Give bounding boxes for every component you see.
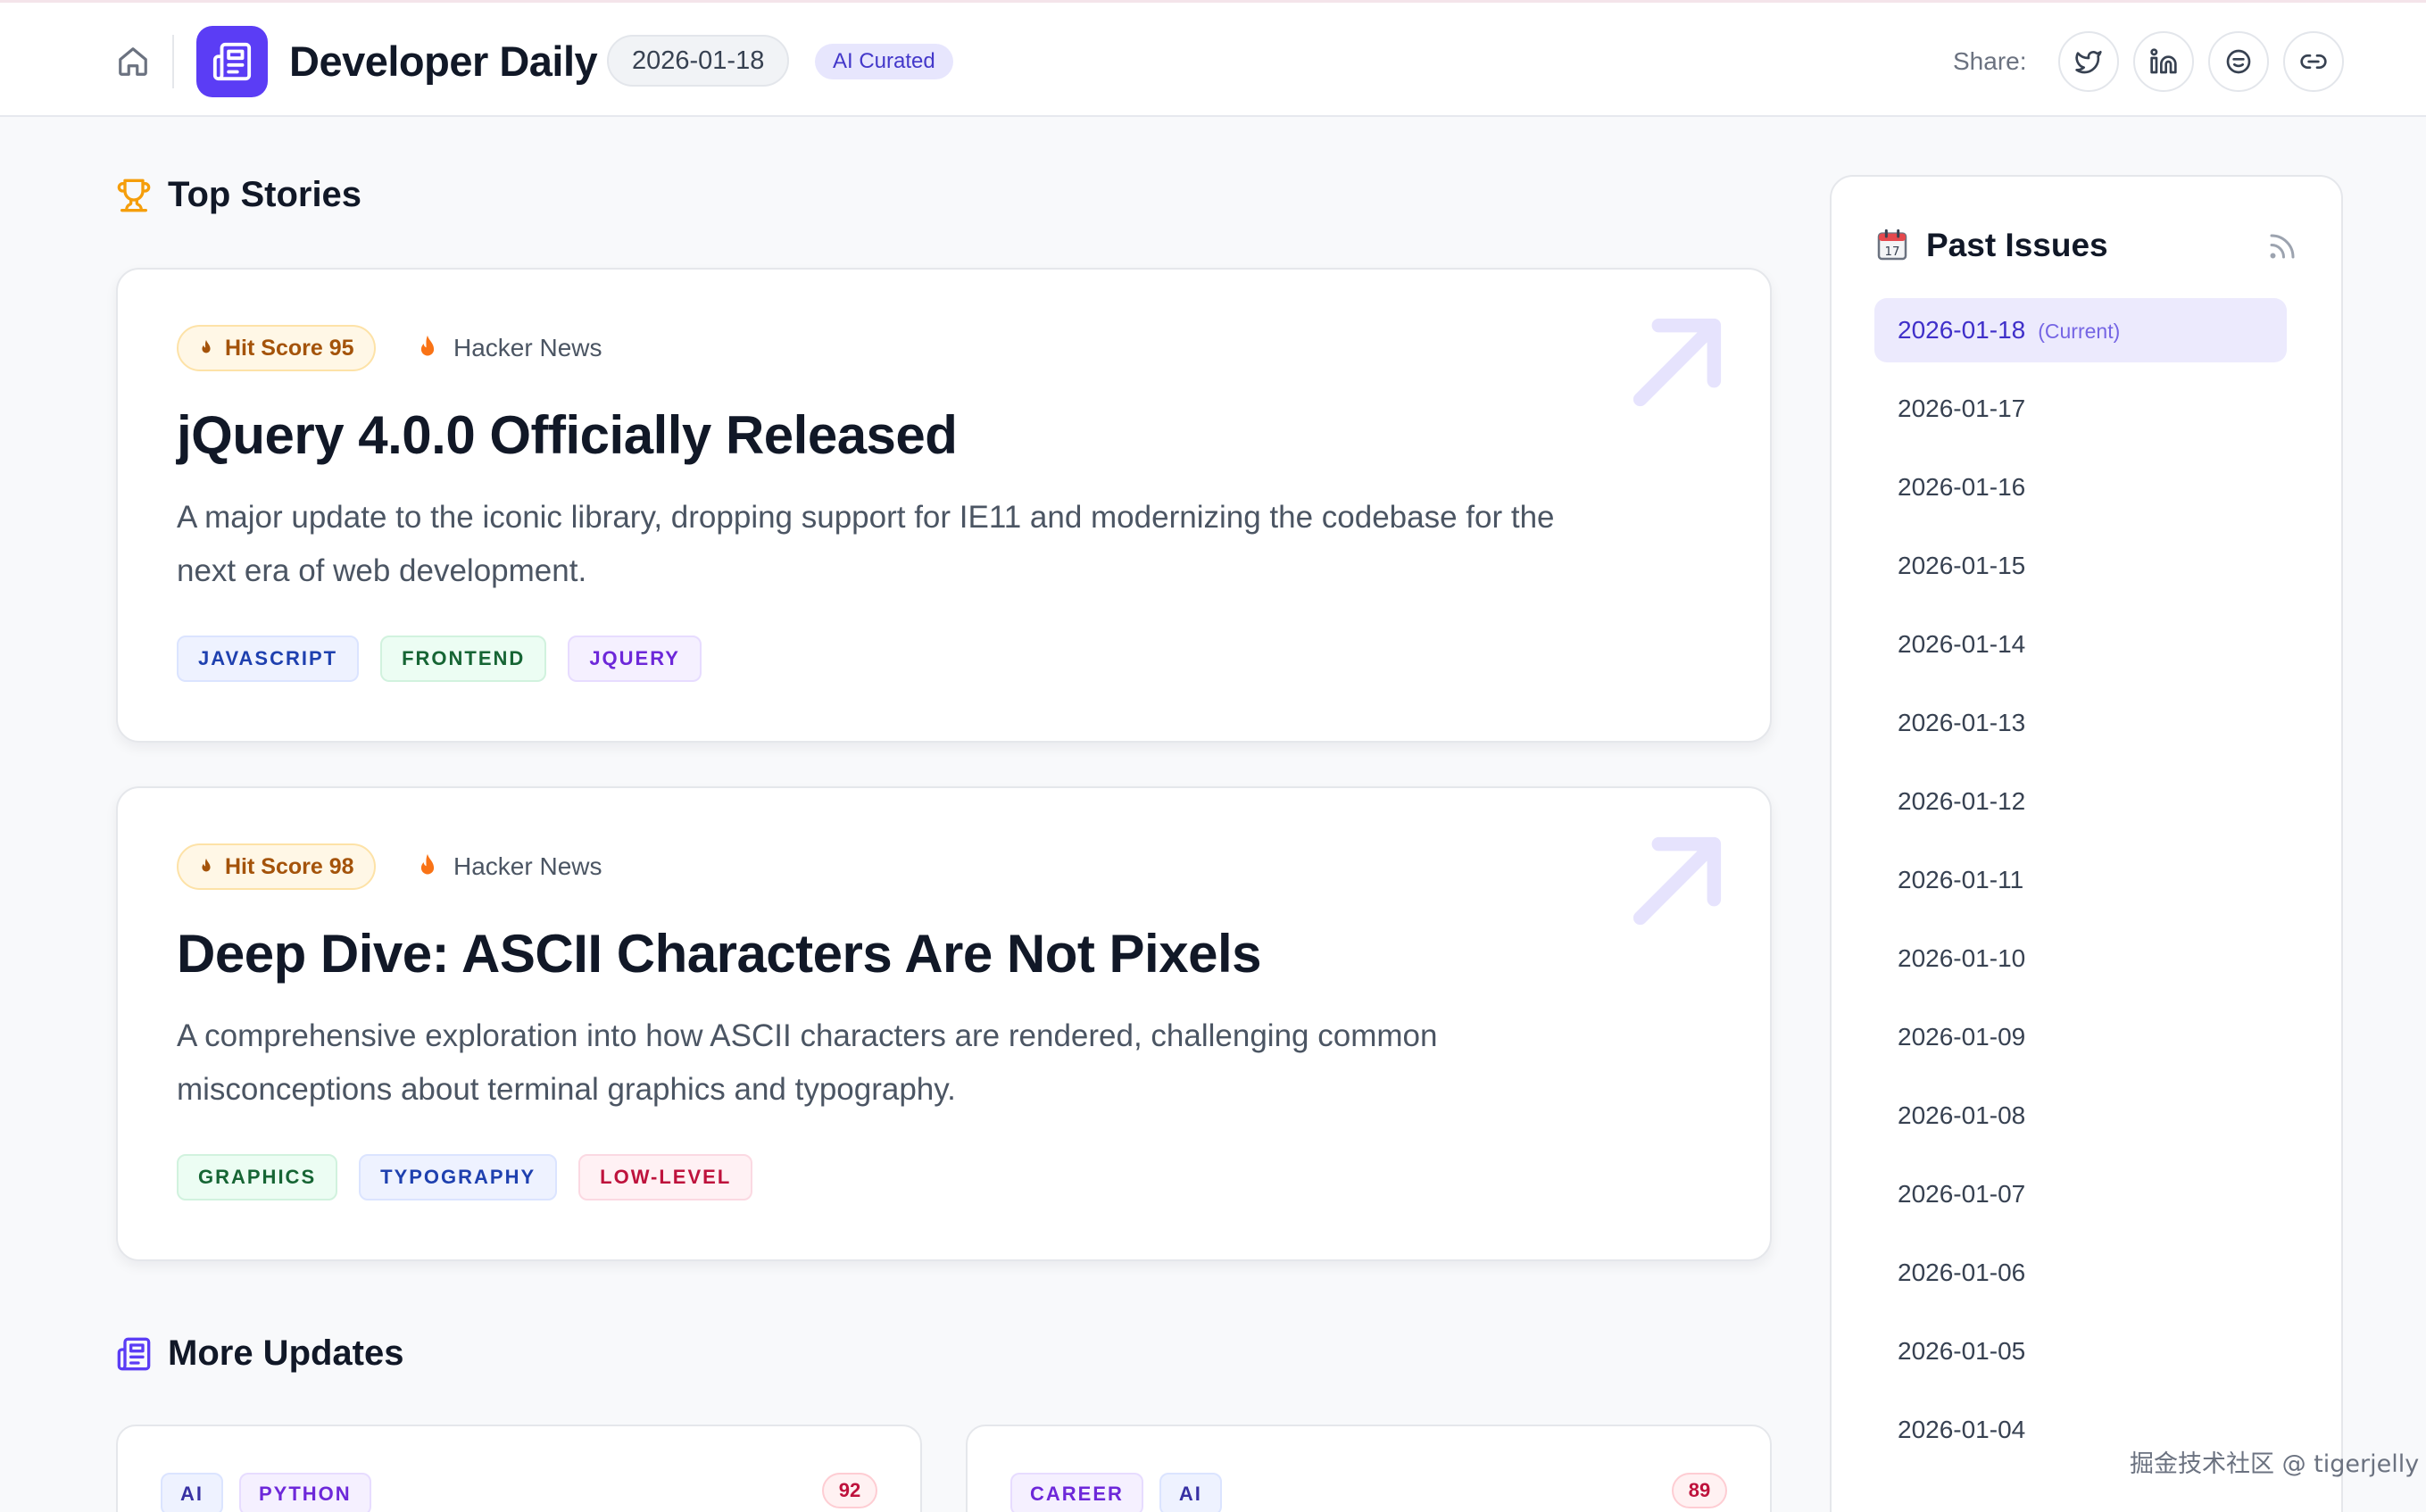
issue-list: 2026-01-18 (Current) 2026-01-17 2026-01-1… [1874, 298, 2287, 1476]
story-title[interactable]: Deep Dive: ASCII Characters Are Not Pixe… [177, 924, 1262, 984]
source-label: Hacker News [453, 852, 602, 880]
tag[interactable]: GRAPHICS [177, 1154, 338, 1200]
past-issues-sidebar: 17 Past Issues 2026-01-18 (Current) 2026-… [1830, 175, 2343, 1512]
source-label: Hacker News [453, 334, 602, 361]
calendar-icon: 17 [1877, 228, 1907, 261]
tag[interactable]: AI [1159, 1473, 1222, 1512]
update-tags: AI PYTHON [161, 1473, 371, 1512]
tag[interactable]: PYTHON [239, 1473, 371, 1512]
issue-item[interactable]: 2026-01-11 [1898, 866, 2024, 893]
copy-link-button[interactable] [2283, 31, 2344, 92]
link-icon [2300, 54, 2327, 69]
linkedin-icon [2150, 48, 2177, 74]
story-description: A comprehensive exploration into how ASC… [177, 1018, 1438, 1107]
share-label: Share: [1953, 47, 2027, 75]
issue-item[interactable]: 2026-01-12 [1898, 787, 2026, 815]
hit-score-badge: Hit Score 98 [177, 843, 376, 890]
ai-curated-badge: AI Curated [815, 44, 953, 79]
hit-score-badge: Hit Score 95 [177, 325, 376, 371]
app-logo[interactable] [196, 26, 268, 97]
header-divider [172, 35, 174, 88]
story-tags: GRAPHICS TYPOGRAPHY LOW-LEVEL [177, 1154, 753, 1200]
past-issues-heading: 17 Past Issues [1874, 227, 2108, 264]
app-title[interactable]: Developer Daily [289, 37, 598, 85]
tag[interactable]: JQUERY [568, 636, 702, 682]
section-title: More Updates [168, 1333, 404, 1373]
arrow-up-right-icon [1633, 318, 1722, 407]
issue-item[interactable]: 2026-01-06 [1898, 1259, 2026, 1286]
flame-icon [420, 335, 435, 356]
issue-item[interactable]: 2026-01-08 [1898, 1101, 2026, 1129]
home-button[interactable] [113, 42, 153, 81]
score-badge: 89 [1672, 1473, 1727, 1508]
issue-item[interactable]: 2026-01-07 [1898, 1180, 2026, 1208]
score-badge: 92 [822, 1473, 877, 1508]
tag[interactable]: AI [161, 1473, 223, 1512]
svg-text:17: 17 [1885, 245, 1900, 259]
story-title[interactable]: jQuery 4.0.0 Officially Released [177, 405, 958, 465]
update-card[interactable]: AI PYTHON 92 [116, 1425, 922, 1512]
issue-item[interactable]: 2026-01-15 [1898, 552, 2026, 579]
issue-item[interactable]: 2026-01-17 [1898, 395, 2026, 422]
flame-icon [202, 339, 211, 353]
twitter-icon [2075, 51, 2102, 74]
current-note: (Current) [2038, 320, 2121, 343]
issue-item[interactable]: 2026-01-04 [1898, 1416, 2026, 1443]
home-icon [119, 47, 147, 76]
share-twitter-button[interactable] [2058, 31, 2119, 92]
story-tags: JAVASCRIPT FRONTEND JQUERY [177, 636, 702, 682]
rss-icon[interactable] [2266, 230, 2298, 262]
flame-icon [420, 853, 435, 875]
flame-icon [202, 858, 211, 872]
story-description: A major update to the iconic library, dr… [177, 500, 1555, 588]
tag[interactable]: JAVASCRIPT [177, 636, 360, 682]
issue-item[interactable]: 2026-01-05 [1898, 1337, 2026, 1365]
issue-item[interactable]: 2026-01-14 [1898, 630, 2026, 658]
hit-score-text: Hit Score 95 [225, 335, 354, 361]
update-tags: CAREER AI [1010, 1473, 1222, 1512]
tag[interactable]: CAREER [1010, 1473, 1143, 1512]
top-stories-heading: Top Stories [116, 175, 361, 215]
tag[interactable]: FRONTEND [380, 636, 547, 682]
watermark: 掘金技术社区 @ tigerjelly [2130, 1450, 2420, 1478]
top-bar: Developer Daily 2026-01-18 AI Curated Sh… [0, 0, 2426, 117]
tag[interactable]: TYPOGRAPHY [359, 1154, 558, 1200]
story-source: Hacker News [412, 328, 602, 368]
arrow-up-right-icon [1633, 836, 1722, 926]
issue-item[interactable]: 2026-01-16 [1898, 473, 2026, 501]
newspaper-icon [117, 1337, 151, 1370]
issue-item-current[interactable]: 2026-01-18 (Current) [1874, 298, 2287, 362]
section-title: Top Stories [168, 175, 362, 214]
more-updates-heading: More Updates [116, 1333, 404, 1374]
share-linkedin-button[interactable] [2133, 31, 2194, 92]
story-card[interactable]: Hit Score 98 Hacker News Deep Dive: ASCI… [116, 786, 1772, 1261]
story-card[interactable]: Hit Score 95 Hacker News jQuery 4.0.0 Of… [116, 268, 1772, 743]
newspaper-icon [212, 42, 252, 81]
issue-date-pill: 2026-01-18 [607, 35, 790, 87]
update-card[interactable]: CAREER AI 89 [966, 1425, 1772, 1512]
tag[interactable]: LOW-LEVEL [578, 1154, 753, 1200]
issue-item[interactable]: 2026-01-13 [1898, 709, 2026, 736]
issue-date: 2026-01-18 [1898, 316, 2026, 344]
story-source: Hacker News [412, 847, 602, 886]
hit-score-text: Hit Score 98 [225, 853, 354, 879]
sidebar-title: Past Issues [1926, 227, 2108, 263]
share-reddit-button[interactable] [2208, 31, 2269, 92]
issue-item[interactable]: 2026-01-10 [1898, 944, 2026, 972]
issue-item[interactable]: 2026-01-09 [1898, 1023, 2026, 1051]
reddit-icon [2226, 49, 2251, 74]
trophy-icon [117, 179, 151, 212]
